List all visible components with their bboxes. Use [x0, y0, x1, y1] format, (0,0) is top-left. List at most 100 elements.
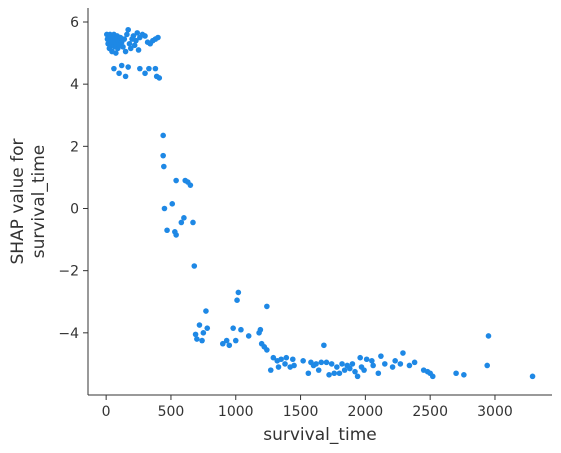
data-point — [111, 65, 117, 72]
data-point — [334, 364, 340, 370]
data-point — [125, 64, 131, 70]
data-point — [146, 65, 152, 72]
data-point — [125, 26, 131, 33]
y-tick-label: −4 — [58, 326, 79, 342]
data-point — [192, 331, 199, 338]
data-point — [203, 308, 209, 314]
data-point — [173, 177, 179, 184]
data-point — [223, 337, 230, 344]
data-point — [137, 65, 143, 72]
data-point — [142, 70, 148, 77]
data-point — [378, 353, 384, 359]
data-point — [323, 359, 330, 366]
y-ticks: −4 −2 0 2 4 6 — [58, 15, 88, 342]
data-point — [230, 325, 236, 331]
data-point — [118, 62, 125, 69]
data-point — [124, 31, 130, 38]
data-point — [135, 47, 142, 53]
data-point — [130, 33, 137, 39]
data-point — [178, 219, 185, 226]
data-point — [283, 354, 290, 361]
data-point — [191, 263, 198, 269]
data-point — [161, 205, 168, 212]
data-point — [155, 34, 161, 41]
data-point — [291, 362, 297, 369]
data-point — [328, 361, 335, 367]
data-point — [339, 361, 345, 367]
x-tick-label: 0 — [102, 404, 111, 420]
data-point — [199, 337, 205, 344]
data-point — [300, 358, 306, 364]
data-point — [267, 367, 274, 373]
data-point — [264, 347, 270, 353]
data-point — [264, 303, 270, 310]
data-point — [122, 73, 129, 80]
data-point — [406, 362, 413, 369]
data-point — [370, 362, 376, 369]
data-point — [411, 359, 418, 366]
data-point — [245, 333, 252, 339]
data-point — [529, 373, 536, 380]
data-point — [429, 373, 436, 380]
data-point — [257, 326, 264, 333]
data-point — [126, 40, 133, 47]
data-point — [116, 70, 122, 77]
data-point — [282, 361, 288, 367]
points-layer — [103, 26, 536, 380]
y-tick-label: 0 — [70, 201, 79, 217]
data-point — [238, 326, 244, 333]
data-point — [131, 42, 138, 49]
data-point — [134, 30, 141, 36]
data-point — [156, 75, 163, 81]
data-point — [121, 36, 128, 42]
data-point — [315, 367, 322, 373]
data-point — [363, 356, 370, 363]
data-point — [127, 45, 134, 52]
y-axis-title-line1: SHAP value for — [8, 138, 28, 264]
data-point — [133, 37, 139, 44]
x-tick-label: 1000 — [218, 404, 254, 420]
data-point — [173, 232, 179, 238]
data-point — [113, 50, 119, 56]
y-tick-label: 6 — [70, 15, 79, 31]
data-point — [152, 65, 159, 72]
data-point — [326, 371, 332, 378]
data-point — [321, 342, 327, 349]
data-point — [232, 337, 239, 344]
data-point — [190, 219, 196, 226]
data-point — [226, 342, 233, 349]
data-point — [453, 370, 459, 377]
x-tick-label: 500 — [158, 404, 185, 420]
data-point — [169, 201, 176, 207]
data-point — [270, 354, 277, 361]
data-point — [389, 364, 396, 370]
data-point — [352, 368, 358, 375]
y-tick-label: 4 — [70, 77, 79, 93]
data-point — [187, 182, 194, 188]
y-tick-label: −2 — [58, 264, 79, 280]
data-point — [122, 48, 129, 55]
data-point — [194, 336, 200, 342]
data-point — [275, 364, 282, 370]
data-point — [347, 365, 353, 372]
data-point — [142, 33, 148, 39]
data-point — [161, 163, 167, 170]
data-point — [289, 356, 296, 363]
x-tick-label: 1500 — [283, 404, 319, 420]
data-point — [234, 297, 240, 303]
data-point — [375, 370, 382, 377]
x-axis-title: survival_time — [263, 425, 377, 445]
data-point — [354, 373, 361, 380]
data-point — [160, 132, 166, 139]
data-point — [120, 44, 126, 50]
data-point — [278, 356, 284, 363]
y-tick-label: 2 — [70, 139, 79, 155]
x-tick-label: 3000 — [477, 404, 513, 420]
data-point — [484, 362, 490, 369]
data-point — [331, 370, 338, 377]
x-ticks: 0 500 1000 1500 2000 2500 3000 — [102, 395, 513, 420]
data-point — [349, 361, 356, 367]
data-point — [235, 289, 242, 296]
data-point — [357, 354, 363, 361]
